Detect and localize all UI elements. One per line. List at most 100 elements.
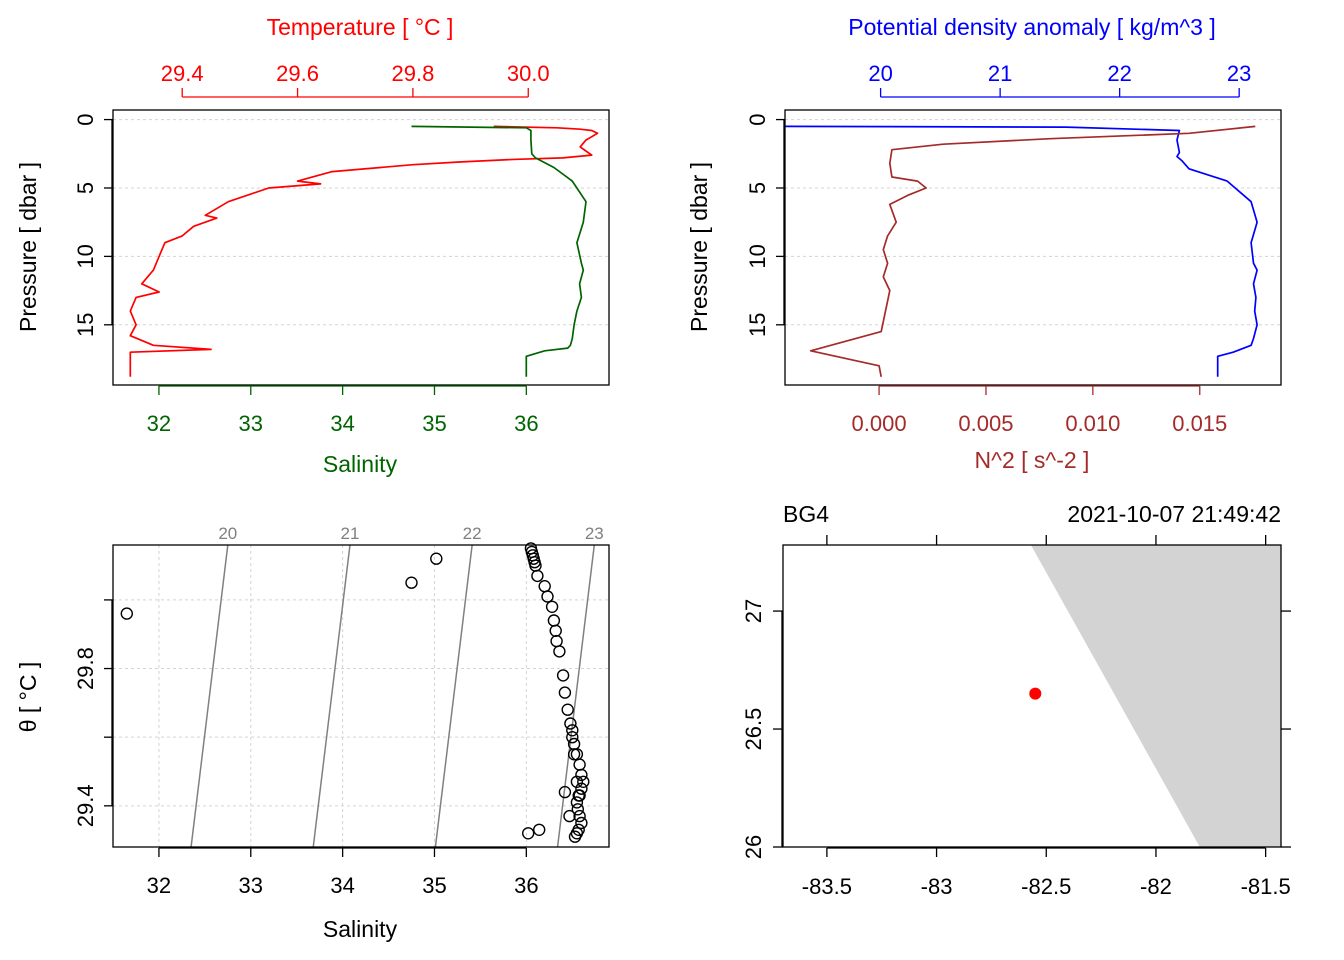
temperature-axis-title: Temperature [ °C ] <box>267 14 454 40</box>
ts-diagram-panel: 20 21 22 23 32 33 34 35 36 29.4 29.8 Salinity θ [… <box>15 524 610 942</box>
pressure-tick-label: 10 <box>745 244 770 268</box>
bottom-axis-tick-label: 36 <box>514 411 538 436</box>
ts-point <box>120 607 134 620</box>
latitude-tick-label: 26 <box>741 835 766 859</box>
pressure-tick-label: 5 <box>73 182 98 194</box>
ts-point <box>558 686 572 699</box>
top-axis-tick-label: 29.8 <box>391 61 434 86</box>
ts-point <box>553 645 566 658</box>
pressure-tick-label: 0 <box>745 113 770 125</box>
isopycnal-line <box>556 544 596 848</box>
ts-salinity-axis-title: Salinity <box>323 916 398 942</box>
salinity-tick-label: 33 <box>239 873 263 898</box>
station-map-panel: -83.5 -83 -82.5 -82 -81.5 26 26.5 27 BG4 2021-1… <box>741 501 1291 899</box>
pressure-tick-label: 10 <box>73 244 98 268</box>
longitude-tick-label: -82 <box>1140 874 1172 899</box>
top-axis-tick-label: 29.4 <box>161 61 204 86</box>
coastline-land <box>1030 545 1281 847</box>
profile-density-grid <box>785 119 1281 326</box>
bottom-axis-tick-label: 0.015 <box>1172 411 1227 436</box>
ts-point <box>572 789 585 802</box>
ts-point <box>571 803 584 816</box>
ts-diagram-axes: 32 33 34 35 36 29.4 29.8 <box>73 599 539 898</box>
profile-density-panel: 0 5 10 15 20 21 22 23 0.000 0.005 0.010 0.015 Poten… <box>686 14 1282 473</box>
station-map-axes: -83.5 -83 -82.5 -82 -81.5 26 26.5 27 <box>741 535 1291 899</box>
ts-point <box>531 569 544 583</box>
ts-theta-axis-title: θ [ °C ] <box>15 662 41 733</box>
bottom-axis-tick-label: 34 <box>330 411 354 436</box>
ts-point <box>545 600 559 613</box>
longitude-tick-label: -81.5 <box>1241 874 1291 899</box>
ts-point <box>575 816 588 830</box>
ts-point <box>570 775 584 788</box>
isopycnal-label: 21 <box>341 524 360 543</box>
station-name-label: BG4 <box>783 501 829 527</box>
top-axis-tick-label: 21 <box>988 61 1012 86</box>
profile-density-frame <box>784 109 1282 386</box>
isopycnal-label: 23 <box>585 524 604 543</box>
ts-point <box>564 717 577 730</box>
isopycnal-line <box>190 544 229 848</box>
pressure-axis-title: Pressure [ dbar ] <box>15 162 41 332</box>
salinity-tick-label: 36 <box>514 873 538 898</box>
ts-diagram-points <box>120 542 590 843</box>
isopycnal-line <box>312 544 351 848</box>
top-axis-tick-label: 23 <box>1227 61 1251 86</box>
salinity-tick-label: 35 <box>422 873 446 898</box>
ts-point <box>556 669 570 682</box>
potential-density-anomaly-profile-line <box>784 125 1258 377</box>
ts-diagram-isopycnals: 20 21 22 23 <box>190 524 604 848</box>
ts-diagram-grid <box>113 545 609 847</box>
theta-tick-label: 29.8 <box>73 647 98 690</box>
pressure-tick-label: 15 <box>73 313 98 337</box>
ts-point <box>563 809 576 823</box>
isopycnal-label: 20 <box>218 524 237 543</box>
ts-point <box>533 823 546 836</box>
n2-axis-title: N^2 [ s^-2 ] <box>975 447 1090 473</box>
top-axis-tick-label: 22 <box>1107 61 1131 86</box>
bottom-axis-tick-label: 35 <box>422 411 446 436</box>
top-axis-tick-label: 30.0 <box>507 61 550 86</box>
ts-point <box>541 590 554 603</box>
ts-point <box>568 830 582 843</box>
longitude-tick-label: -83 <box>921 874 953 899</box>
station-marker <box>1029 687 1042 700</box>
station-map-frame <box>782 544 1282 848</box>
profile-ts-series <box>129 125 599 377</box>
pressure-tick-label: 15 <box>745 313 770 337</box>
longitude-tick-label: -83.5 <box>802 874 852 899</box>
bottom-axis-tick-label: 0.000 <box>852 411 907 436</box>
pressure-tick-label: 0 <box>73 113 98 125</box>
profile-ts-grid <box>113 119 609 326</box>
ts-point <box>522 827 535 840</box>
salinity-axis-title: Salinity <box>323 451 398 477</box>
salinity-profile-line <box>411 125 587 377</box>
ts-point <box>570 796 584 809</box>
station-time-label: 2021-10-07 21:49:42 <box>1067 501 1281 527</box>
ts-point <box>430 552 443 565</box>
profile-ts-panel: 0 5 10 15 29.4 29.6 29.8 30.0 32 33 34 35 36 Tempera… <box>15 14 610 477</box>
ts-point <box>575 782 588 795</box>
isopycnal-line <box>434 544 473 848</box>
profile-ts-axes: 0 5 10 15 29.4 29.6 29.8 30.0 32 33 34 35 36 <box>73 61 550 436</box>
ts-point <box>567 748 581 761</box>
salinity-tick-label: 34 <box>330 873 354 898</box>
ts-point <box>558 785 572 799</box>
ts-point <box>577 775 590 788</box>
n2-profile-line <box>809 125 1256 377</box>
longitude-tick-label: -82.5 <box>1021 874 1071 899</box>
theta-tick-label: 29.4 <box>73 784 98 827</box>
bottom-axis-tick-label: 0.005 <box>958 411 1013 436</box>
bottom-axis-tick-label: 0.010 <box>1065 411 1120 436</box>
ts-point <box>561 703 574 716</box>
bottom-axis-tick-label: 32 <box>147 411 171 436</box>
profile-ts-frame <box>112 109 610 386</box>
pressure-axis-title-right: Pressure [ dbar ] <box>686 162 712 332</box>
profile-density-axes: 0 5 10 15 20 21 22 23 0.000 0.005 0.010 0.015 <box>745 61 1251 436</box>
density-axis-title: Potential density anomaly [ kg/m^3 ] <box>848 14 1215 40</box>
top-axis-tick-label: 20 <box>868 61 892 86</box>
latitude-tick-label: 26.5 <box>741 708 766 751</box>
ts-diagram-frame <box>112 544 610 848</box>
